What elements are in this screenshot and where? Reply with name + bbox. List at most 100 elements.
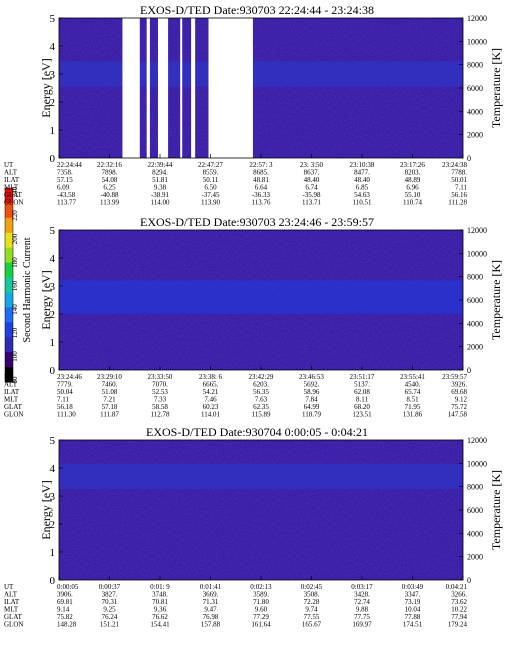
colorbar-label: Second Harmonic Current xyxy=(22,237,33,342)
table-cell: 118.79 xyxy=(302,411,321,419)
table-cell: 72.74 xyxy=(354,598,370,606)
right-tick-label: 12000 xyxy=(467,226,487,235)
y-tick-label: 3 xyxy=(50,281,56,293)
table-cell: 7460. xyxy=(102,381,118,389)
table-cell: 22:32:16 xyxy=(97,161,122,169)
table-cell: 7788. xyxy=(451,169,467,177)
table-cell: 7.84 xyxy=(305,396,318,404)
y-tick-label: 0 xyxy=(50,153,56,165)
table-row-label: GLAT xyxy=(4,403,23,411)
table-cell: 6.64 xyxy=(255,184,268,192)
right-tick-label: 10000 xyxy=(467,459,487,468)
y-tick-label: 3 xyxy=(50,491,56,503)
y-axis-label: Energy [eV] xyxy=(39,270,53,329)
table-cell: 169.97 xyxy=(352,621,372,629)
table-cell: 6.74 xyxy=(305,184,318,192)
table-cell: 9.47 xyxy=(204,606,217,614)
right-axis-label: Temperature [K] xyxy=(489,48,503,128)
right-tick-label: 6000 xyxy=(467,506,483,515)
data-gap xyxy=(191,18,196,158)
table-cell: 57.18 xyxy=(102,403,118,411)
table-cell: 7358. xyxy=(57,169,73,177)
y-tick-label: 5 xyxy=(50,225,56,237)
table-cell: 72.28 xyxy=(304,598,320,606)
table-cell: 23:42:29 xyxy=(249,373,274,381)
table-cell: 174.51 xyxy=(403,621,423,629)
table-cell: 71.95 xyxy=(405,403,421,411)
table-cell: 62.08 xyxy=(354,388,370,396)
table-cell: 60.23 xyxy=(203,403,219,411)
table-row-label: ALT xyxy=(4,381,18,389)
table-row-label: ILAT xyxy=(4,388,20,396)
table-cell: 56.35 xyxy=(253,388,269,396)
table-cell: 0:01:41 xyxy=(200,583,222,591)
table-cell: 23: 3:50 xyxy=(300,161,324,169)
colorbar-tick-label: 180 xyxy=(11,257,19,268)
table-cell: 7.46 xyxy=(204,396,217,404)
right-tick-label: 6000 xyxy=(467,84,483,93)
right-tick-label: 10000 xyxy=(467,249,487,258)
table-cell: 77.88 xyxy=(405,613,421,621)
table-cell: 0:02:13 xyxy=(250,583,272,591)
table-row-label: GLAT xyxy=(4,613,23,621)
table-cell: -36.33 xyxy=(252,191,271,199)
table-cell: 111.28 xyxy=(448,199,467,207)
right-tick-label: 8000 xyxy=(467,273,483,282)
table-cell: 6.50 xyxy=(204,184,217,192)
table-cell: 3347. xyxy=(405,591,421,599)
table-cell: 51.81 xyxy=(152,176,168,184)
table-row-label: MLT xyxy=(4,396,19,404)
table-row-label: GLON xyxy=(4,621,23,629)
energy-band xyxy=(59,280,463,314)
table-cell: 6.85 xyxy=(356,184,369,192)
table-cell: 3266. xyxy=(451,591,467,599)
right-tick-label: 12000 xyxy=(467,14,487,23)
colorbar-swatch xyxy=(5,247,13,264)
energy-band xyxy=(59,463,463,489)
table-cell: 62.35 xyxy=(253,403,269,411)
table-cell: 3669. xyxy=(203,591,219,599)
table-cell: -40.88 xyxy=(100,191,119,199)
colorbar-swatch xyxy=(5,337,13,353)
table-cell: 23:24:38 xyxy=(442,161,467,169)
table-cell: 8685. xyxy=(253,169,269,177)
colorbar-tick-label: 220 xyxy=(11,210,19,221)
table-cell: 48.40 xyxy=(304,176,320,184)
table-cell: 3428. xyxy=(354,591,370,599)
right-tick-label: 6000 xyxy=(467,296,483,305)
table-cell: 0:03:49 xyxy=(402,583,424,591)
data-gap xyxy=(180,18,183,158)
colorbar-swatch xyxy=(5,367,13,383)
table-cell: 58.58 xyxy=(152,403,168,411)
colorbar-tick-label: 200 xyxy=(11,233,19,244)
colorbar-swatch xyxy=(5,217,13,234)
table-cell: 9.25 xyxy=(103,606,116,614)
table-cell: 179.24 xyxy=(448,621,468,629)
table-cell: 23:46:53 xyxy=(299,373,324,381)
table-cell: 3748. xyxy=(152,591,168,599)
data-gap xyxy=(122,18,140,158)
table-cell: -43.58 xyxy=(57,191,76,199)
table-cell: 69.68 xyxy=(451,388,467,396)
table-cell: 70.81 xyxy=(152,598,168,606)
table-cell: 50.01 xyxy=(451,176,467,184)
table-cell: 23:10:38 xyxy=(350,161,375,169)
table-row-label: GLON xyxy=(4,199,23,207)
table-cell: 56.16 xyxy=(451,191,467,199)
y-tick-label: 4 xyxy=(50,253,56,265)
table-cell: 113.90 xyxy=(201,199,220,207)
table-cell: 157.88 xyxy=(201,621,221,629)
table-cell: 51.08 xyxy=(102,388,118,396)
right-tick-label: 2000 xyxy=(467,343,483,352)
table-row-label: ALT xyxy=(4,591,18,599)
panel-title: EXOS-D/TED Date:930703 23:24:46 - 23:59:… xyxy=(140,215,374,229)
table-row-label: MLT xyxy=(4,606,19,614)
table-cell: 77.55 xyxy=(304,613,320,621)
table-cell: 7.33 xyxy=(154,396,167,404)
colorbar-swatch xyxy=(5,277,13,293)
table-cell: 3906. xyxy=(57,591,73,599)
table-cell: 50.11 xyxy=(203,176,219,184)
table-cell: 57.15 xyxy=(57,176,73,184)
right-tick-label: 10000 xyxy=(467,37,487,46)
